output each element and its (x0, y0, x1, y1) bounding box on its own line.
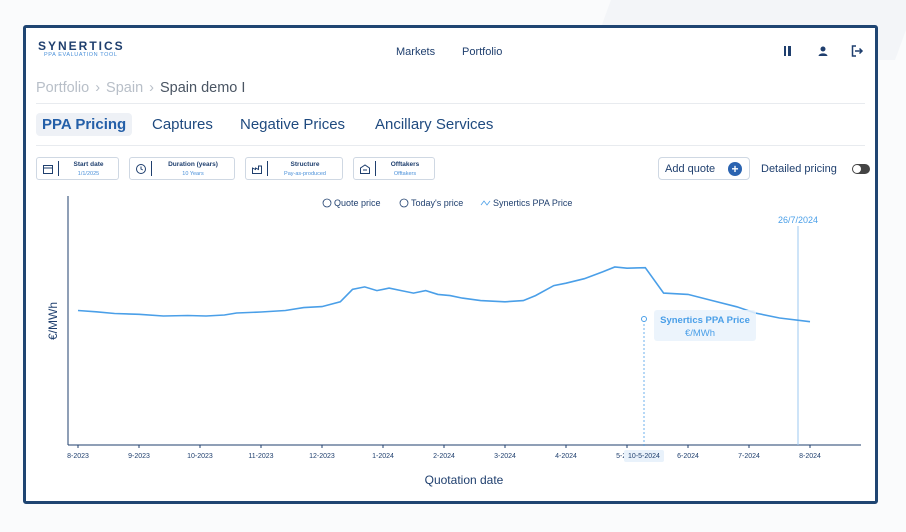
legend-todays-price[interactable]: Today's price (411, 198, 463, 208)
x-tick-label: 7-2024 (738, 453, 760, 460)
x-tick-label: 2-2024 (433, 453, 455, 460)
filter-divider (375, 161, 376, 176)
x-tick-label: 11-2023 (248, 453, 273, 460)
breadcrumb-spain[interactable]: Spain (106, 80, 144, 96)
filter-label: Offtakers (390, 161, 420, 168)
legend-synertics-ppa-price[interactable]: Synertics PPA Price (493, 198, 572, 208)
factory-icon (252, 165, 262, 174)
breadcrumb: Portfolio › Spain › Spain demo I (36, 80, 245, 96)
filter-offtakers[interactable]: Offtakers Offtakers (353, 157, 435, 180)
door-icon[interactable] (781, 44, 795, 58)
x-tick-label: 8-2023 (67, 453, 89, 460)
filter-value: Offtakers (393, 171, 417, 177)
nav-portfolio[interactable]: Portfolio (462, 46, 503, 58)
tab-ancillary-services[interactable]: Ancillary Services (375, 116, 494, 133)
tooltip-unit: €/MWh (685, 328, 715, 339)
hover-tooltip (654, 310, 756, 341)
legend-todays-price-icon[interactable] (399, 198, 409, 208)
legend: Quote price Today's price Synertics PPA … (322, 198, 572, 208)
chevron-right-icon: › (149, 80, 154, 96)
toggle-knob (853, 165, 861, 173)
filter-divider (267, 161, 268, 176)
filter-value: Pay-as-produced (284, 171, 326, 177)
hover-point (641, 316, 647, 322)
x-tick-label: 12-2023 (309, 453, 335, 460)
top-bar: SYNERTICS PPA EVALUATION TOOL Markets Po… (26, 28, 875, 76)
tooltip-series-name: Synertics PPA Price (660, 315, 750, 326)
legend-quote-price-icon[interactable] (322, 198, 332, 208)
logo-tagline: PPA EVALUATION TOOL (44, 52, 118, 58)
filter-divider (58, 161, 59, 176)
x-tick-label: 9-2023 (128, 453, 150, 460)
user-icon[interactable] (816, 44, 830, 58)
clock-icon (136, 164, 146, 174)
x-tick-label: 4-2024 (555, 453, 577, 460)
filter-label: Duration (years) (168, 161, 218, 168)
x-tick-label: 10-2023 (187, 453, 213, 460)
ppa-price-chart: Quote price Today's price Synertics PPA … (46, 196, 861, 487)
add-quote-label: Add quote (665, 163, 716, 175)
divider (36, 103, 865, 104)
nav-markets[interactable]: Markets (396, 46, 436, 58)
hover-date-badge (624, 450, 664, 462)
calendar-icon (43, 165, 53, 174)
hover-date: 10-5-2024 (628, 453, 660, 460)
chevron-right-icon: › (95, 80, 101, 96)
filter-value: 10 Years (182, 171, 204, 177)
filter-label: Start date (73, 161, 104, 168)
filter-label: Structure (290, 161, 320, 168)
filter-start-date[interactable]: Start date 1/1/2025 (36, 157, 119, 180)
plus-icon: + (728, 162, 742, 176)
building-icon (360, 164, 370, 174)
x-tick-label: 3-2024 (494, 453, 516, 460)
legend-synertics-icon[interactable] (480, 200, 491, 206)
add-quote-button[interactable]: Add quote + (658, 157, 750, 180)
x-tick-label: 8-2024 (799, 453, 821, 460)
y-axis-label: €/MWh (46, 302, 60, 340)
x-tick-label: 6-2024 (677, 453, 699, 460)
tab-negative-prices[interactable]: Negative Prices (240, 116, 346, 133)
filter-structure[interactable]: Structure Pay-as-produced (245, 157, 343, 180)
detailed-pricing-toggle[interactable] (852, 164, 870, 174)
x-tick-label: 1-2024 (372, 453, 394, 460)
series-line-synertics-ppa-price (77, 266, 811, 323)
filter-duration[interactable]: Duration (years) 10 Years (129, 157, 235, 180)
logout-icon[interactable] (850, 44, 864, 58)
app-window: SYNERTICS PPA EVALUATION TOOL Markets Po… (23, 25, 878, 504)
logo[interactable]: SYNERTICS (38, 39, 125, 53)
breadcrumb-portfolio[interactable]: Portfolio (36, 80, 90, 96)
filter-value: 1/1/2025 (77, 171, 100, 177)
x-ticks: 8-2023 9-2023 10-2023 11-2023 12-2023 1-2024 2… (67, 445, 821, 460)
detailed-pricing-label: Detailed pricing (761, 163, 837, 175)
today-label: 26/7/2024 (778, 215, 818, 225)
tab-ppa-pricing[interactable]: PPA Pricing (36, 113, 133, 136)
tab-captures[interactable]: Captures (152, 116, 213, 133)
divider (36, 145, 865, 146)
breadcrumb-current: Spain demo I (159, 80, 246, 96)
legend-quote-price[interactable]: Quote price (334, 198, 381, 208)
filter-divider (151, 161, 152, 176)
x-axis-label: Quotation date (425, 473, 504, 487)
